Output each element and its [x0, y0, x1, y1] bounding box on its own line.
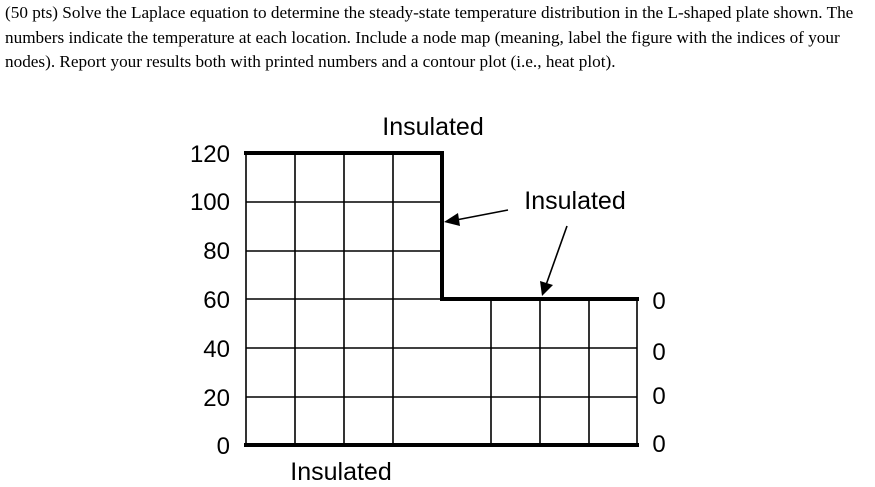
left-value-120: 120: [190, 141, 230, 168]
right-temperature-labels: 0 0 0 0: [652, 288, 665, 458]
left-value-60: 60: [203, 287, 230, 314]
right-value-0-b: 0: [652, 339, 665, 366]
right-value-0-c: 0: [652, 383, 665, 410]
arrowhead-icon: [444, 213, 460, 226]
left-value-100: 100: [190, 189, 230, 216]
right-value-0-a: 0: [652, 288, 665, 315]
left-value-40: 40: [203, 336, 230, 363]
left-value-80: 80: [203, 238, 230, 265]
arrow-to-step-horizontal: [545, 225, 568, 286]
left-temperature-labels: 120 100 80 60 40 20 0: [190, 141, 230, 460]
bottom-insulated-label: Insulated: [290, 458, 391, 486]
right-insulated-label: Insulated: [524, 187, 625, 215]
left-value-20: 20: [203, 385, 230, 412]
insulated-arrows: [444, 209, 568, 296]
top-insulated-label: Insulated: [382, 113, 483, 141]
arrowhead-icon: [540, 281, 553, 296]
arrow-to-step-vertical: [455, 209, 509, 221]
problem-statement: (50 pts) Solve the Laplace equation to d…: [5, 3, 854, 71]
plate-boundary: [244, 151, 639, 447]
right-value-0-d: 0: [652, 431, 665, 458]
left-value-0: 0: [217, 433, 230, 460]
plate-grid: [245, 153, 638, 445]
